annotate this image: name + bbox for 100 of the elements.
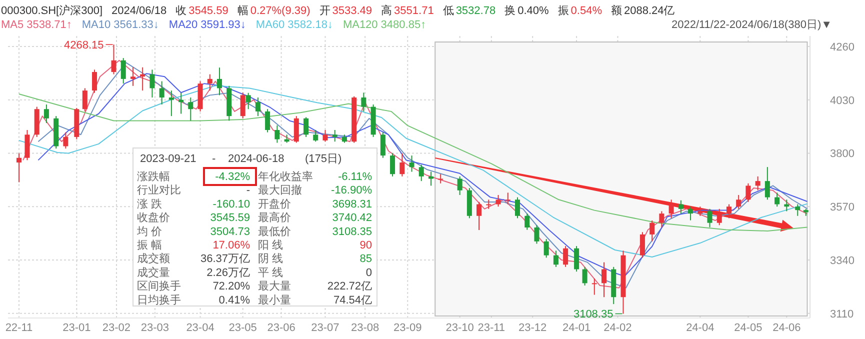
x-tick-label: 24-02 [604, 322, 632, 334]
candlestick [457, 176, 462, 196]
candlestick [707, 208, 712, 228]
annotation: 最大回撤 [258, 184, 302, 197]
annotation: 最低价 [258, 226, 291, 238]
annotation: 日均换手 [137, 293, 181, 306]
annotation: 3108.35 [332, 226, 372, 238]
annotation: 3545.59 [210, 212, 250, 224]
annotation: -16.90% [331, 184, 372, 197]
candlestick [650, 220, 655, 242]
text: 低 [442, 5, 454, 17]
x-tick-label: 23-10 [446, 322, 474, 334]
text: 2024/06/18 [112, 5, 167, 17]
annotation: 最小量 [258, 293, 291, 306]
candlestick [795, 204, 800, 216]
annotation: 0.41% [218, 294, 250, 306]
candlestick [698, 206, 703, 216]
annotation: 阳 线 [258, 238, 284, 252]
candlestick [361, 92, 366, 112]
candlestick [755, 176, 760, 191]
annotation: 3504.73 [210, 226, 250, 238]
text: 3551.71 [394, 5, 434, 17]
text: MA5 [1, 19, 24, 31]
annotation: - [212, 153, 216, 165]
candlestick [332, 130, 338, 142]
text: 3561.33↓ [114, 19, 159, 31]
annotation: 成交额 [137, 252, 170, 266]
text: MA20 [168, 19, 198, 31]
text: 3538.71↑ [26, 19, 72, 31]
annotation: 开盘价 [258, 198, 291, 210]
candlestick [390, 152, 396, 177]
candlestick [592, 278, 597, 296]
text: 3480.85↑ [380, 19, 426, 31]
annotation: 涨跌幅 [137, 171, 170, 183]
candlestick [716, 208, 722, 226]
text: 3591.93↓ [200, 19, 246, 31]
candlestick [24, 130, 30, 161]
x-tick-label: 23-01 [62, 322, 91, 334]
annotation: -160.10 [212, 198, 250, 210]
candlestick [534, 224, 540, 244]
text: 收 [176, 5, 187, 17]
candlestick [63, 132, 68, 150]
candlestick [44, 104, 49, 124]
candlestick [764, 166, 770, 200]
annotation: 3740.42 [332, 212, 372, 224]
candlestick [524, 213, 530, 230]
x-tick-label: 23-08 [350, 322, 380, 334]
text: 换 [504, 5, 516, 17]
candlestick [659, 210, 664, 228]
text: 3533.49 [332, 5, 372, 17]
annotation: 行业对比 [137, 184, 181, 197]
annotation: 2.26万亿 [206, 266, 250, 279]
candlestick [92, 69, 98, 94]
text: 开 [319, 5, 330, 17]
x-tick-label: 23-06 [267, 322, 296, 334]
annotation: 72.20% [212, 280, 250, 293]
text: 2022/11/22-2024/06/18(380日)▼ [671, 19, 832, 31]
candlestick [574, 246, 580, 272]
candlestick [553, 250, 558, 268]
text: 3532.78 [456, 5, 496, 17]
candlestick [322, 130, 328, 142]
x-tick-label: 22-11 [5, 322, 33, 334]
candlestick [240, 92, 246, 119]
y-tick-label: 3110 [830, 308, 854, 320]
candlestick [274, 124, 280, 144]
candlestick [563, 246, 568, 268]
annotation: 区间换手 [137, 280, 181, 293]
annotation: -4.32% [215, 171, 250, 183]
annotation: 17.06% [212, 240, 250, 252]
x-tick-label: 23-05 [228, 322, 257, 334]
annotation: 222.72亿 [327, 280, 372, 293]
text: 000300.SH[沪深300] [1, 4, 103, 17]
candlestick [774, 192, 780, 208]
annotation: 90 [360, 240, 372, 252]
candlestick [496, 194, 501, 208]
annotation: 振 幅 [137, 240, 162, 252]
text: 高 [381, 4, 392, 17]
text: 振 [558, 5, 569, 17]
text: 0.27%(9.39) [250, 5, 310, 17]
annotation: 2023-09-21 [140, 153, 196, 165]
annotation: (175日) [305, 153, 342, 165]
annotation: 0 [366, 266, 372, 279]
text: MA10 [82, 19, 111, 31]
candlestick [486, 199, 492, 210]
candlestick [255, 97, 260, 117]
candlestick [265, 108, 270, 133]
x-tick-label: 23-07 [311, 322, 340, 334]
candlestick [207, 74, 212, 92]
candlestick [688, 206, 694, 221]
candlestick [380, 132, 386, 158]
text: 0.54% [570, 5, 602, 17]
text: 幅 [237, 5, 248, 17]
candlestick [726, 204, 732, 219]
candlestick [150, 69, 155, 98]
x-tick-label: 24-06 [772, 322, 801, 334]
text: MA60 [256, 19, 285, 31]
candlestick [418, 164, 424, 182]
candlestick [409, 155, 414, 172]
candlestick [16, 152, 22, 183]
candlestick [678, 200, 684, 214]
